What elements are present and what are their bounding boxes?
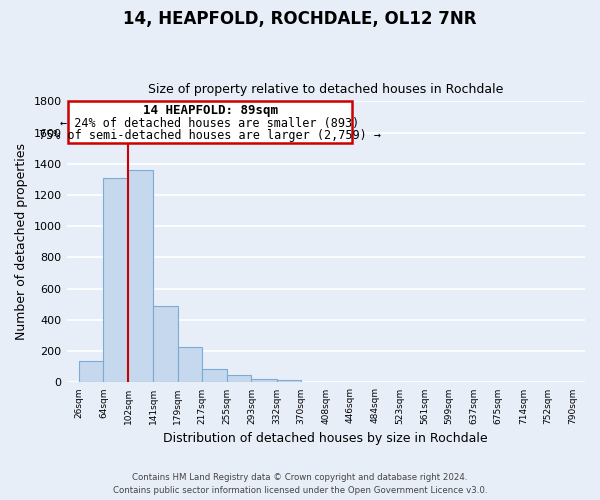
Bar bbox=[178, 346, 202, 382]
Bar bbox=[277, 380, 301, 382]
X-axis label: Distribution of detached houses by size in Rochdale: Distribution of detached houses by size … bbox=[163, 432, 488, 445]
Text: 14 HEAPFOLD: 89sqm: 14 HEAPFOLD: 89sqm bbox=[143, 104, 278, 117]
Bar bbox=[227, 374, 251, 382]
Bar bbox=[251, 378, 277, 382]
Bar bbox=[79, 360, 103, 382]
Title: Size of property relative to detached houses in Rochdale: Size of property relative to detached ho… bbox=[148, 83, 503, 96]
Bar bbox=[153, 306, 178, 382]
Bar bbox=[202, 369, 227, 382]
Bar bbox=[128, 170, 153, 382]
Text: 75% of semi-detached houses are larger (2,759) →: 75% of semi-detached houses are larger (… bbox=[39, 130, 381, 142]
Text: Contains HM Land Registry data © Crown copyright and database right 2024.
Contai: Contains HM Land Registry data © Crown c… bbox=[113, 473, 487, 495]
Text: ← 24% of detached houses are smaller (893): ← 24% of detached houses are smaller (89… bbox=[61, 117, 359, 130]
Y-axis label: Number of detached properties: Number of detached properties bbox=[15, 144, 28, 340]
FancyBboxPatch shape bbox=[68, 102, 352, 143]
Text: 14, HEAPFOLD, ROCHDALE, OL12 7NR: 14, HEAPFOLD, ROCHDALE, OL12 7NR bbox=[123, 10, 477, 28]
Bar bbox=[103, 178, 128, 382]
